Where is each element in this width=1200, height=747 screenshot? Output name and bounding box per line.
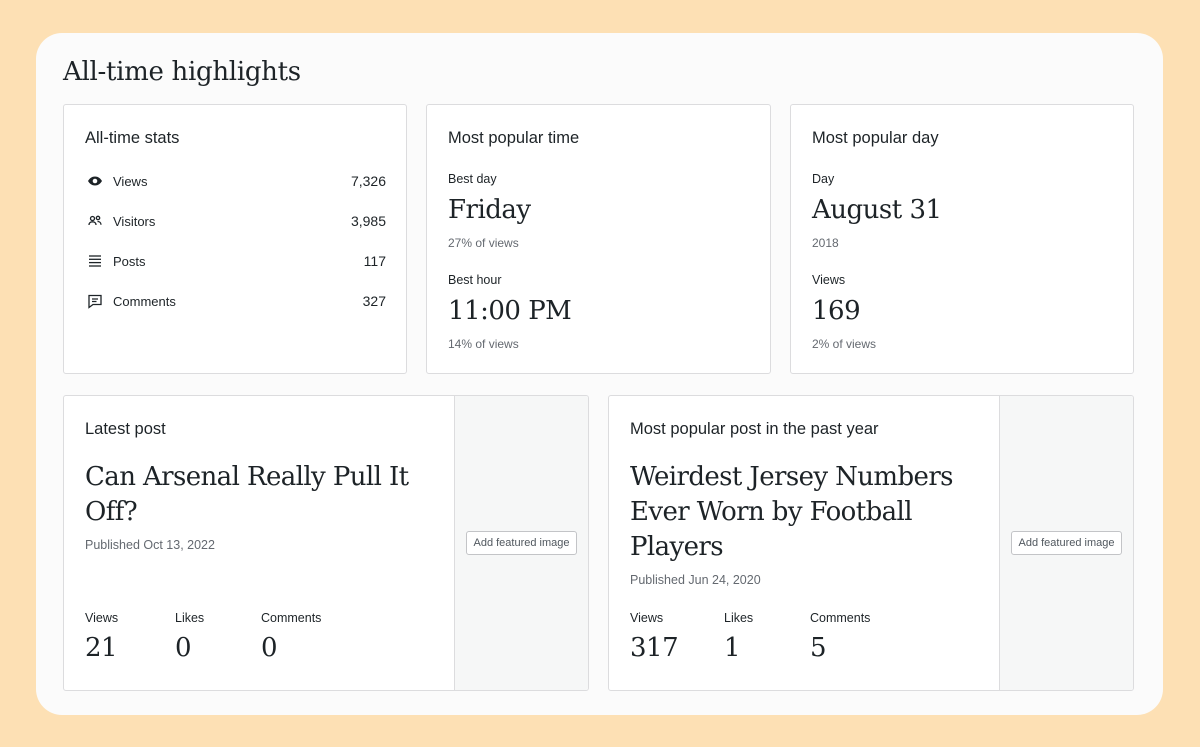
views-value: 169 [812,296,861,326]
featured-image-slot: Add featured image [454,396,588,690]
metric-value: 21 [85,633,118,663]
add-featured-image-button[interactable]: Add featured image [1011,531,1122,555]
metric-label: Comments [261,611,322,625]
card-title: Most popular day [812,129,939,147]
comment-icon [86,292,104,310]
stat-label: Comments [113,293,176,309]
post-published-date: Published Oct 13, 2022 [85,538,215,552]
stat-value: 7,326 [350,173,386,189]
post-title-link[interactable]: Weirdest Jersey Numbers Ever Worn by Foo… [630,462,954,562]
card-title: Latest post [85,420,166,438]
latest-post-card[interactable]: Latest post Can Arsenal Really Pull It O… [63,395,589,691]
stat-row-visitors: Visitors 3,985 [86,209,386,233]
card-title: All-time stats [85,129,180,147]
stat-value: 3,985 [350,213,386,229]
most-popular-day-card: Most popular day Day August 31 2018 View… [790,104,1134,374]
people-icon [86,212,104,230]
stat-label: Posts [113,253,146,269]
metric-comments: Comments 5 [810,611,870,663]
stat-label: Views [113,173,148,189]
post-title-link[interactable]: Can Arsenal Really Pull It Off? [85,462,409,527]
page-title: All-time highlights [63,57,301,87]
day-value: August 31 [812,195,942,225]
best-day-label: Best day [448,172,497,186]
best-day-value: Friday [448,195,531,225]
stat-row-comments: Comments 327 [86,289,386,313]
best-hour-label: Best hour [448,273,502,287]
metric-label: Comments [810,611,871,625]
metric-value: 5 [810,633,827,663]
day-label: Day [812,172,835,186]
metric-views: Views 21 [85,611,118,663]
posts-icon [86,252,104,270]
metric-comments: Comments 0 [261,611,321,663]
best-day-note: 27% of views [448,236,519,250]
card-title: Most popular post in the past year [630,420,879,438]
highlights-panel: All-time highlights All-time stats Views… [36,33,1163,715]
popular-post-card[interactable]: Most popular post in the past year Weird… [608,395,1134,691]
metric-likes: Likes 0 [175,611,204,663]
eye-icon [86,172,104,190]
metric-label: Views [630,611,664,625]
best-hour-note: 14% of views [448,337,519,351]
metric-label: Likes [175,611,205,625]
metric-views: Views 317 [630,611,679,663]
stat-value: 327 [362,293,386,309]
card-title: Most popular time [448,129,580,147]
views-note: 2% of views [812,337,877,351]
metric-value: 0 [261,633,278,663]
most-popular-time-card: Most popular time Best day Friday 27% of… [426,104,771,374]
metric-likes: Likes 1 [724,611,753,663]
all-time-stats-card: All-time stats Views 7,326 Visitors 3,98… [63,104,407,374]
best-hour-value: 11:00 PM [448,296,572,326]
views-label: Views [812,273,846,287]
stat-label: Visitors [113,213,156,229]
featured-image-slot: Add featured image [999,396,1133,690]
stat-value: 117 [363,253,386,269]
day-year: 2018 [812,236,839,250]
metric-value: 1 [724,633,741,663]
metric-value: 0 [175,633,192,663]
post-published-date: Published Jun 24, 2020 [630,573,761,587]
metric-label: Views [85,611,119,625]
add-featured-image-button[interactable]: Add featured image [466,531,577,555]
metric-value: 317 [630,633,679,663]
stat-row-posts: Posts 117 [86,249,386,273]
metric-label: Likes [724,611,754,625]
stat-row-views: Views 7,326 [86,169,386,193]
